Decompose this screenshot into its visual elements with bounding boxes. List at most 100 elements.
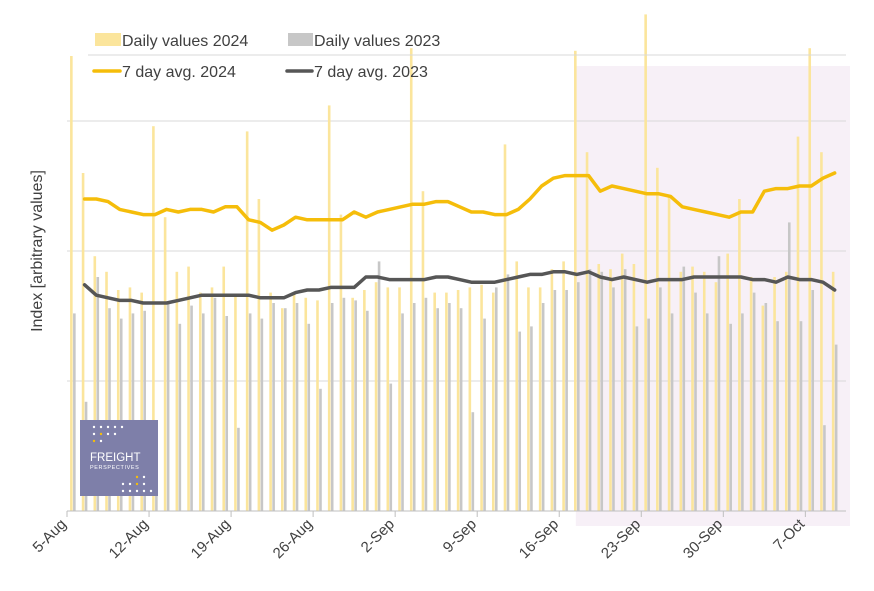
bar-2024 [398,287,401,511]
bar-2024 [128,287,132,511]
logo-name: FREIGHT [90,452,140,464]
bar-2023 [225,316,229,511]
bar-2023 [131,313,135,511]
bar-2023 [366,310,369,511]
bar-2024 [597,264,601,511]
bar-2023 [799,321,803,511]
bar-2024 [292,292,296,511]
bar-2023 [436,308,439,511]
bar-2023 [119,318,123,511]
bar-2024 [456,290,460,511]
x-tick-label: 26-Aug [270,516,316,562]
bar-2023 [424,297,428,511]
bar-2024 [140,292,143,511]
bar-2024 [281,308,284,511]
bar-2023 [166,303,170,511]
legend-swatch-bars-2023 [288,33,313,46]
bar-2024 [445,292,448,511]
bar-2024 [175,271,179,511]
bar-2024 [198,292,202,511]
bar-2024 [93,256,97,511]
freight-perspectives-logo: FREIGHT PERSPECTIVES [80,420,158,496]
bar-2024 [234,295,237,511]
logo-dots-top [92,425,124,443]
bar-2024 [257,199,261,511]
bar-2023 [401,313,404,511]
legend-swatch-bars-2024 [95,33,121,46]
bar-2023 [108,308,111,511]
bar-2023 [647,318,650,511]
bar-2023 [284,308,287,511]
bar-2024 [691,266,694,511]
bar-2024 [70,56,73,511]
bar-2024 [468,287,472,511]
bar-2024 [726,253,729,511]
legend: Daily values 2024 Daily values 2023 7 da… [88,33,846,81]
x-tick-label: 9-Sep [440,516,480,556]
bar-2024 [714,282,718,511]
bar-2024 [831,271,835,511]
bar-2024 [363,290,366,511]
logo-sub: PERSPECTIVES [90,465,139,471]
x-tick-label: 12-Aug [106,516,152,562]
bar-2024 [538,287,542,511]
bar-2024 [163,217,167,511]
bar-2023 [729,323,732,511]
bar-2024 [609,269,612,511]
bar-2024 [152,126,155,511]
bar-2024 [527,287,530,511]
bar-2023 [73,313,76,511]
bar-2024 [515,261,519,511]
bar-2024 [222,266,226,511]
bar-2023 [237,427,240,511]
bar-2023 [823,425,826,511]
legend-label-bars-2024: Daily values 2024 [122,33,248,50]
bar-2024 [116,290,120,511]
bar-2024 [105,271,108,511]
bar-2023 [459,308,463,511]
bar-2023 [530,326,533,511]
bar-2024 [245,131,249,511]
bar-2024 [620,253,624,511]
bar-2023 [764,303,768,511]
bar-2023 [670,313,674,511]
bar-2023 [178,323,182,511]
avg-lines [82,171,837,305]
bar-2023 [471,412,475,511]
bar-2023 [272,303,275,511]
bar-2024 [210,287,214,511]
bar-2023 [96,277,100,511]
bar-2023 [565,290,568,511]
bar-2023 [330,303,334,511]
bar-2023 [342,297,346,511]
bar-2023 [623,269,627,511]
line-avg-2023 [82,270,837,305]
logo-dots-bottom [121,475,153,493]
bar-2024 [81,173,85,511]
bar-2024 [820,152,823,511]
bar-2023 [600,271,604,511]
bar-2024 [796,136,800,511]
bar-2024 [574,50,577,512]
bar-2024 [327,105,331,512]
bar-2023 [811,290,815,511]
bar-2023 [307,323,311,511]
bar-2024 [550,269,554,511]
bar-2023 [248,313,252,511]
bar-2024 [784,271,788,511]
bar-2023 [635,326,639,511]
bar-2024 [679,271,683,511]
bar-2024 [374,282,378,511]
bar-2024 [316,300,319,511]
bar-2023 [354,300,357,511]
bar-2024 [738,199,741,511]
legend-label-line-2023: 7 day avg. 2023 [314,64,428,81]
bar-2024 [585,152,589,511]
bar-2023 [717,256,721,511]
bar-2023 [494,287,498,511]
bar-2023 [201,313,205,511]
legend-label-bars-2023: Daily values 2023 [314,33,440,50]
bar-2024 [503,144,507,511]
bar-2024 [761,305,765,511]
